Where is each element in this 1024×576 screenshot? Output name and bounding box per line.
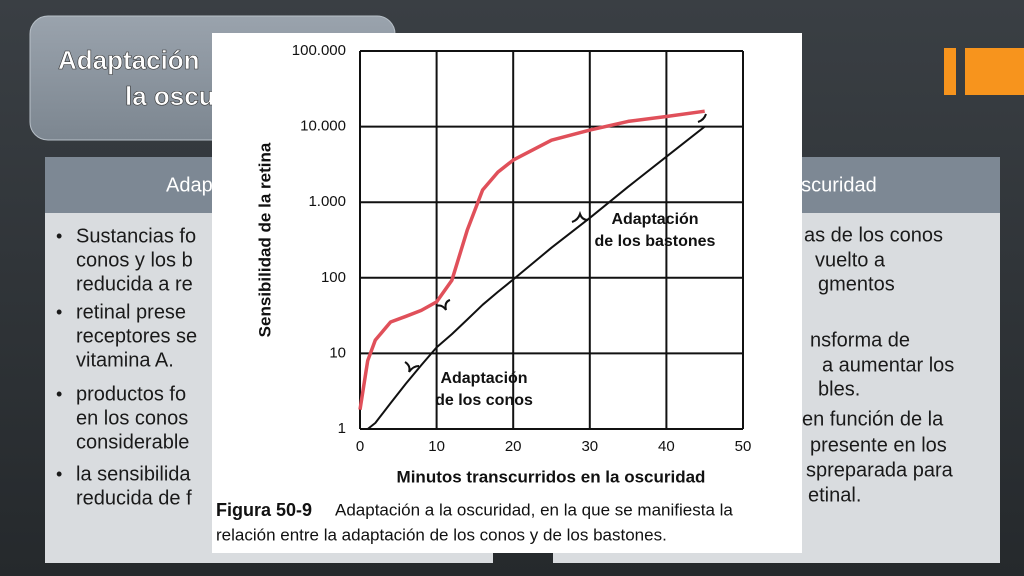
caption-label: Figura 50-9 [216,500,312,520]
y-tick-label: 10 [329,344,346,361]
right-line: bles. [818,378,860,400]
annotation: Adaptación [440,370,527,387]
bullet-line: considerable [76,431,189,453]
brace [571,210,589,223]
x-tick-label: 40 [658,438,675,455]
right-line: gmentos [818,273,895,295]
brace [435,299,451,311]
right-line: en función de la [802,408,944,430]
title-line: Adaptación [58,45,200,75]
right-line: vuelto a [815,249,886,271]
deco-bar [944,48,956,95]
y-axis-label: Sensibilidad de la retina [255,142,274,337]
bullet-line: vitamina A. [76,349,174,371]
bullet-line: receptores se [76,325,197,347]
bullet-line: la sensibilida [76,463,191,485]
bullet-line: reducida a re [76,273,193,295]
left-header: Adap [166,174,213,196]
right-line: presente en los [810,434,947,456]
x-tick-label: 0 [356,438,364,455]
caption-line: relación entre la adaptación de los cono… [216,525,667,544]
bullet-line: retinal prese [76,301,186,323]
x-tick-label: 30 [581,438,598,455]
deco-bar [965,48,1024,95]
y-tick-label: 100.000 [292,42,346,59]
x-axis-label: Minutos transcurridos en la oscuridad [397,467,706,486]
y-tick-label: 100 [321,269,346,286]
right-header: oscuridad [790,174,877,196]
brace [404,361,420,373]
title-line: la oscu [125,81,215,111]
series-line [358,109,705,410]
bullet-line: Sustancias fo [76,225,196,247]
y-tick-label: 1 [338,420,346,437]
y-tick-label: 10.000 [300,118,346,135]
annotation: Adaptación [611,211,698,228]
brace [697,113,707,123]
series-line [367,125,706,430]
bullet-dot: • [56,464,62,484]
figure: 1 10 100 1.000 10.000 100.000 0 10 20 30 40 50 Minut… [212,33,802,553]
right-line: nsforma de [810,329,910,351]
x-tick-label: 10 [428,438,445,455]
right-line: spreparada para [806,459,954,481]
right-line: as de los conos [804,224,943,246]
bullet-dot: • [56,384,62,404]
bullet-dot: • [56,226,62,246]
bullet-line: en los conos [76,407,188,429]
caption-line: Adaptación a la oscuridad, en la que se … [335,500,733,519]
x-tick-label: 20 [505,438,522,455]
bullet-line: conos y los b [76,249,193,271]
annotation: de los bastones [595,233,716,250]
annotation: de los conos [435,392,533,409]
bullet-dot: • [56,302,62,322]
x-tick-label: 50 [735,438,752,455]
right-line: etinal. [808,484,861,506]
bullet-line: reducida de f [76,487,192,509]
right-line: a aumentar los [822,354,954,376]
y-tick-label: 1.000 [308,193,346,210]
bullet-line: productos fo [76,383,186,405]
